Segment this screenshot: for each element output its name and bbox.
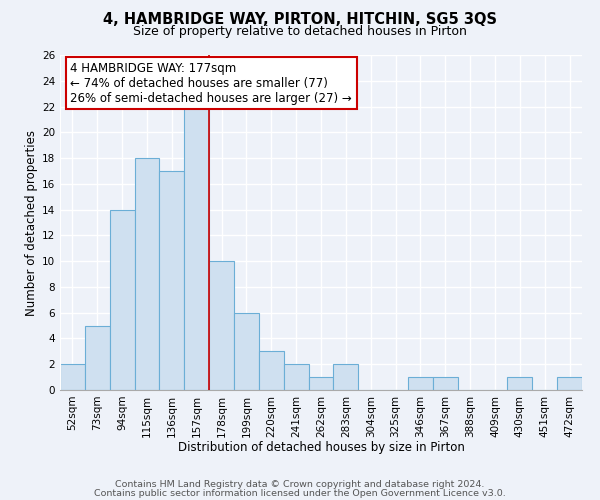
Bar — [110, 210, 134, 390]
Bar — [508, 377, 532, 390]
Bar — [259, 352, 284, 390]
Bar — [160, 171, 184, 390]
Text: Contains public sector information licensed under the Open Government Licence v3: Contains public sector information licen… — [94, 489, 506, 498]
Text: 4, HAMBRIDGE WAY, PIRTON, HITCHIN, SG5 3QS: 4, HAMBRIDGE WAY, PIRTON, HITCHIN, SG5 3… — [103, 12, 497, 28]
Bar — [184, 106, 209, 390]
X-axis label: Distribution of detached houses by size in Pirton: Distribution of detached houses by size … — [178, 441, 464, 454]
Text: Size of property relative to detached houses in Pirton: Size of property relative to detached ho… — [133, 25, 467, 38]
Y-axis label: Number of detached properties: Number of detached properties — [25, 130, 38, 316]
Bar — [284, 364, 308, 390]
Bar — [334, 364, 358, 390]
Bar — [134, 158, 160, 390]
Bar — [209, 261, 234, 390]
Bar — [60, 364, 85, 390]
Bar — [557, 377, 582, 390]
Text: 4 HAMBRIDGE WAY: 177sqm
← 74% of detached houses are smaller (77)
26% of semi-de: 4 HAMBRIDGE WAY: 177sqm ← 74% of detache… — [70, 62, 352, 104]
Bar — [408, 377, 433, 390]
Bar — [308, 377, 334, 390]
Bar — [85, 326, 110, 390]
Text: Contains HM Land Registry data © Crown copyright and database right 2024.: Contains HM Land Registry data © Crown c… — [115, 480, 485, 489]
Bar — [234, 312, 259, 390]
Bar — [433, 377, 458, 390]
